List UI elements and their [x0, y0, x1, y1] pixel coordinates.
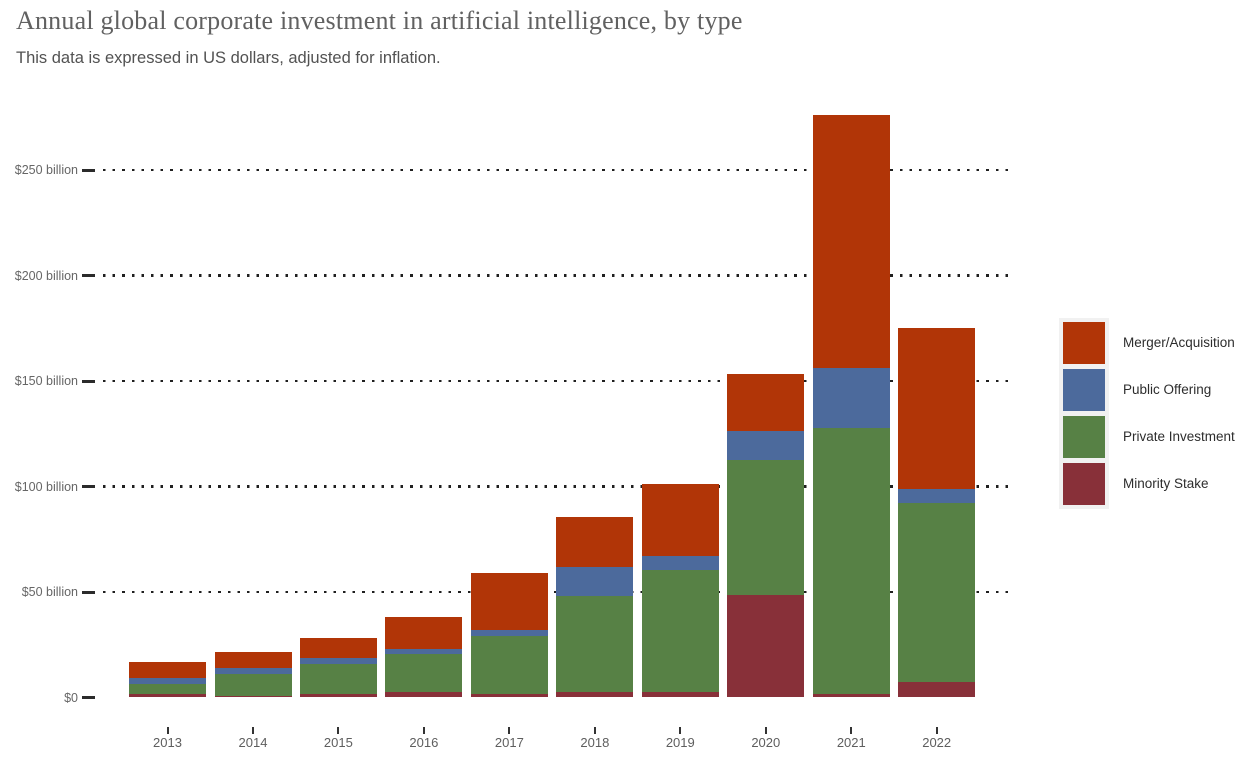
- x-axis-label-2016: 2016: [409, 735, 439, 750]
- bar-segment-2017-minority-stake[interactable]: [470, 694, 548, 698]
- bar-segment-2021-minority-stake[interactable]: [812, 693, 890, 698]
- x-axis-tick: [252, 727, 254, 734]
- bar-segment-2017-private-investment[interactable]: [470, 636, 548, 695]
- legend-label-merger-acquisition[interactable]: Merger/Acquisition: [1123, 335, 1235, 350]
- bar-group-2022: [898, 327, 976, 698]
- bar-segment-2016-private-investment[interactable]: [385, 653, 463, 693]
- x-axis-tick: [764, 727, 767, 734]
- bar-segment-2013-minority-stake[interactable]: [129, 693, 206, 698]
- x-axis-tick: [166, 727, 169, 734]
- bar-segment-2017-merger-acquisition[interactable]: [470, 573, 548, 631]
- gridline-dotted: [103, 379, 1010, 383]
- bar-segment-2018-public-offering[interactable]: [556, 567, 634, 596]
- x-axis-tick: [935, 727, 938, 734]
- bar-segment-2019-merger-acquisition[interactable]: [641, 484, 719, 557]
- bar-segment-2015-minority-stake[interactable]: [299, 693, 377, 698]
- y-axis-label: $50 billion: [21, 585, 78, 599]
- bar-segment-2020-merger-acquisition[interactable]: [727, 374, 805, 432]
- y-axis-tick-dash: [82, 696, 95, 699]
- bar-segment-2019-public-offering[interactable]: [641, 556, 719, 571]
- bar-segment-2017-public-offering[interactable]: [470, 630, 548, 637]
- legend-swatch-public-offering[interactable]: [1063, 369, 1105, 411]
- bar-segment-2014-minority-stake[interactable]: [214, 695, 292, 698]
- legend-label-private-investment[interactable]: Private Investment: [1123, 429, 1235, 444]
- bar-segment-2022-private-investment[interactable]: [898, 503, 976, 683]
- legend-label-minority-stake[interactable]: Minority Stake: [1123, 476, 1209, 491]
- bar-segment-2015-merger-acquisition[interactable]: [299, 638, 377, 659]
- x-axis-label-2019: 2019: [665, 735, 695, 750]
- bar-group-2015: [299, 638, 377, 698]
- chart-subtitle: This data is expressed in US dollars, ad…: [16, 49, 441, 67]
- bar-segment-2013-merger-acquisition[interactable]: [129, 662, 206, 678]
- x-axis-tick: [850, 727, 853, 734]
- x-axis-tick: [593, 727, 596, 734]
- bar-segment-2022-public-offering[interactable]: [898, 489, 976, 504]
- bar-segment-2020-public-offering[interactable]: [727, 431, 805, 461]
- y-axis-tick-dash: [82, 274, 95, 277]
- x-axis-label-2022: 2022: [922, 735, 952, 750]
- bar-segment-2019-minority-stake[interactable]: [641, 691, 719, 698]
- bar-segment-2018-minority-stake[interactable]: [556, 692, 634, 698]
- x-axis-tick: [508, 727, 511, 734]
- bar-segment-2019-private-investment[interactable]: [641, 570, 719, 692]
- x-axis-label-2014: 2014: [238, 735, 268, 750]
- bar-group-2021: [812, 115, 890, 698]
- bar-group-2019: [641, 484, 719, 698]
- bar-segment-2018-private-investment[interactable]: [556, 595, 634, 693]
- bar-segment-2014-merger-acquisition[interactable]: [214, 652, 292, 669]
- y-axis-label: $150 billion: [14, 374, 78, 388]
- bar-segment-2014-public-offering[interactable]: [214, 668, 292, 675]
- y-axis-label: $0: [64, 690, 78, 705]
- gridline-dotted: [103, 274, 1010, 277]
- bar-group-2018: [556, 516, 634, 698]
- bar-group-2013: [129, 662, 206, 698]
- x-axis-tick: [422, 727, 425, 734]
- bar-group-2020: [727, 374, 805, 698]
- bar-segment-2020-private-investment[interactable]: [727, 460, 805, 595]
- x-axis-label-2020: 2020: [751, 735, 781, 750]
- gridline-dotted: [103, 168, 1010, 172]
- bar-group-2016: [385, 616, 463, 698]
- legend-label-public-offering[interactable]: Public Offering: [1123, 382, 1212, 397]
- bar-segment-2013-private-investment[interactable]: [129, 684, 206, 694]
- x-axis-label-2018: 2018: [580, 735, 610, 750]
- x-axis-label-2013: 2013: [153, 735, 182, 750]
- y-axis-tick-dash: [82, 379, 95, 383]
- bar-segment-2014-private-investment[interactable]: [214, 674, 292, 696]
- bar-segment-2021-private-investment[interactable]: [812, 428, 890, 694]
- legend-swatch-minority-stake[interactable]: [1063, 463, 1105, 505]
- bar-segment-2021-merger-acquisition[interactable]: [812, 115, 890, 369]
- gridline-dotted: [103, 485, 1010, 488]
- y-axis-label: $100 billion: [14, 479, 78, 494]
- legend-swatch-private-investment[interactable]: [1063, 416, 1105, 458]
- bar-group-2014: [214, 652, 292, 698]
- legend-swatch-merger-acquisition[interactable]: [1063, 322, 1105, 364]
- bar-segment-2020-minority-stake[interactable]: [727, 594, 805, 698]
- bar-segment-2018-merger-acquisition[interactable]: [556, 516, 634, 568]
- x-axis-label-2017: 2017: [494, 735, 524, 750]
- bar-segment-2021-public-offering[interactable]: [812, 368, 890, 429]
- x-axis-label-2015: 2015: [323, 735, 353, 750]
- bar-segment-2015-public-offering[interactable]: [299, 658, 377, 665]
- bar-segment-2022-merger-acquisition[interactable]: [898, 327, 976, 490]
- bar-group-2017: [470, 573, 548, 698]
- bar-segment-2016-public-offering[interactable]: [385, 648, 463, 654]
- y-axis-tick-dash: [82, 590, 95, 594]
- bar-segment-2016-minority-stake[interactable]: [385, 692, 463, 698]
- bar-segment-2015-private-investment[interactable]: [299, 664, 377, 694]
- y-axis-tick-dash: [82, 168, 95, 172]
- bar-segment-2016-merger-acquisition[interactable]: [385, 616, 463, 649]
- y-axis-label: $250 billion: [14, 163, 78, 177]
- x-axis-label-2021: 2021: [836, 735, 866, 750]
- y-axis-label: $200 billion: [14, 268, 78, 283]
- chart-title: Annual global corporate investment in ar…: [16, 6, 743, 35]
- bar-segment-2013-public-offering[interactable]: [129, 677, 206, 685]
- y-axis-tick-dash: [82, 485, 95, 488]
- x-axis-tick: [679, 727, 682, 734]
- bar-segment-2022-minority-stake[interactable]: [898, 682, 976, 698]
- x-axis-tick: [337, 727, 340, 734]
